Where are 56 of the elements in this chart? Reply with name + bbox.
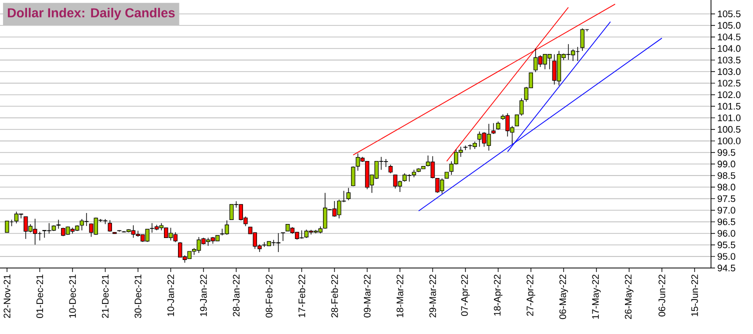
y-tick-label: 98.0 (718, 184, 736, 190)
x-tick-label: 26-May-22 (624, 274, 634, 319)
y-tick-label: 102.5 (718, 80, 740, 87)
x-tick-label: 18-Mar-22 (396, 274, 404, 318)
y-tick-label: 100.5 (718, 126, 740, 133)
y-tick-label: 97.5 (718, 195, 736, 202)
candlestick (42, 230, 47, 238)
candlestick (514, 114, 519, 126)
x-tick-label: 27-Apr-22 (526, 274, 536, 316)
y-tick-label: 97.0 (718, 206, 736, 214)
x-tick-label: 17-May-22 (592, 274, 601, 319)
x-tick-label: 10-Jan-22 (167, 274, 174, 316)
y-tick-label: 95.5 (718, 242, 736, 248)
candlestick (56, 219, 61, 230)
x-tick-label: 22-Nov-21 (4, 274, 10, 318)
y-tick-label: 103.0 (718, 68, 741, 75)
y-tick-label: 95.0 (718, 253, 736, 260)
x-tick-label: 08-Feb-22 (265, 274, 272, 318)
x-tick-label: 19-Jan-22 (200, 274, 207, 316)
y-tick-label: 99.5 (718, 149, 736, 156)
x-tick-label: 29-Mar-22 (429, 274, 436, 318)
x-tick-label: 07-Apr-22 (461, 274, 470, 316)
text: Dollar Index: Daily Candles (8, 8, 175, 20)
y-tick-label: 94.5 (718, 264, 736, 272)
candlestick (440, 178, 444, 194)
x-tick-label: 17-Feb-22 (298, 274, 306, 318)
y-tick-label: 104.5 (718, 34, 740, 40)
y-tick-label: 96.0 (718, 230, 736, 237)
x-tick-label: 15-Jun-22 (691, 274, 698, 316)
x-tick-label: 10-Dec-21 (69, 274, 76, 318)
y-tick-label: 98.5 (718, 172, 736, 179)
y-tick-label: 101.5 (718, 102, 740, 110)
y-tick-label: 100.0 (718, 138, 741, 144)
candlestick (4, 220, 10, 233)
y-tick-label: 105.0 (718, 22, 741, 29)
candlestick (84, 212, 89, 226)
y-tick-label: 104.0 (718, 45, 741, 52)
x-tick-label: 06-Jun-22 (658, 274, 666, 316)
candlestick (346, 187, 351, 201)
y-tick-label: 105.5 (718, 10, 740, 18)
y-tick-label: 102.0 (718, 91, 741, 98)
y-tick-label: 103.5 (718, 56, 740, 64)
y-tick-label: 96.5 (718, 218, 736, 226)
y-tick-label: 101.0 (718, 114, 741, 122)
x-tick-label: 28-Feb-22 (330, 274, 338, 318)
candlestick (519, 98, 524, 116)
x-tick-label: 09-Mar-22 (364, 274, 371, 318)
x-tick-label: 28-Jan-22 (232, 274, 240, 316)
candlestick (491, 122, 496, 134)
y-tick-label: 99.0 (718, 160, 736, 168)
x-tick-label: 01-Dec-21 (36, 274, 44, 318)
candlestick (477, 131, 482, 148)
x-tick-label: 30-Dec-21 (134, 274, 142, 318)
x-tick-label: 18-Apr-22 (494, 274, 502, 316)
x-tick-label: 21-Dec-21 (102, 274, 109, 318)
x-tick-label: 06-May-22 (559, 274, 568, 320)
